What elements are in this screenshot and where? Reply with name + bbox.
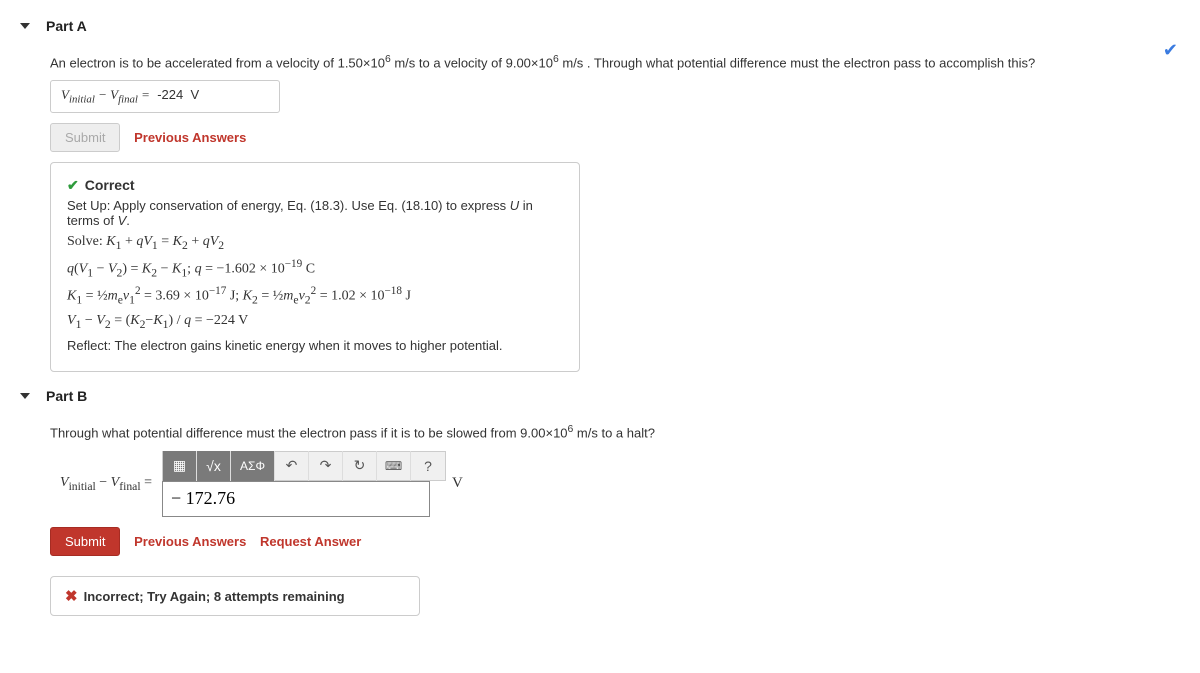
caret-down-icon — [20, 23, 30, 29]
incorrect-feedback: ✖ Incorrect; Try Again; 8 attempts remain… — [50, 576, 420, 616]
equation-toolbar: ▦ √x ΑΣΦ ↶ ↷ ↻ ⌨ ? — [162, 451, 446, 481]
answer-prefix: Vinitial − Vfinal = — [61, 87, 150, 102]
previous-answers-link-a[interactable]: Previous Answers — [134, 130, 246, 145]
undo-icon[interactable]: ↶ — [275, 451, 309, 481]
part-a-question: An electron is to be accelerated from a … — [50, 54, 1180, 70]
unit-b: V — [452, 475, 463, 492]
request-answer-link[interactable]: Request Answer — [260, 534, 361, 549]
part-a-answer-box: Vinitial − Vfinal = -224 V — [50, 80, 280, 113]
part-a-feedback: ✔ Correct Set Up: Apply conservation of e… — [50, 162, 580, 373]
caret-down-icon — [20, 393, 30, 399]
redo-icon[interactable]: ↷ — [309, 451, 343, 481]
part-b-title: Part B — [46, 388, 87, 404]
answer-prefix-b: Vinitial − Vfinal = — [50, 469, 162, 499]
feedback-eq2: K1 = ½mev12 = 3.69 × 10−17 J; K2 = ½mev2… — [67, 285, 563, 306]
submit-button-a: Submit — [50, 123, 120, 152]
incorrect-text: Incorrect; Try Again; 8 attempts remaini… — [84, 589, 345, 604]
cross-icon: ✖ — [65, 588, 78, 605]
sqrt-icon[interactable]: √x — [197, 451, 231, 481]
template-icon[interactable]: ▦ — [163, 451, 197, 481]
feedback-reflect: Reflect: The electron gains kinetic ener… — [67, 338, 563, 353]
reset-icon[interactable]: ↻ — [343, 451, 377, 481]
greek-icon[interactable]: ΑΣΦ — [231, 451, 275, 481]
part-a-title: Part A — [46, 18, 87, 34]
answer-value: -224 — [157, 87, 183, 102]
feedback-setup: Set Up: Apply conservation of energy, Eq… — [67, 198, 563, 228]
part-b-question: Through what potential difference must t… — [50, 424, 1180, 440]
part-correct-check-icon: ✔ — [1163, 40, 1178, 61]
submit-button-b[interactable]: Submit — [50, 527, 120, 556]
keyboard-icon[interactable]: ⌨ — [377, 451, 411, 481]
answer-unit: V — [190, 87, 199, 102]
feedback-solve: Solve: K1 + qV1 = K2 + qV2 — [67, 234, 563, 252]
feedback-eq3: V1 − V2 = (K2−K1) / q = −224 V — [67, 313, 563, 331]
previous-answers-link-b[interactable]: Previous Answers — [134, 534, 246, 549]
feedback-eq1: q(V1 − V2) = K2 − K1; q = −1.602 × 10−19… — [67, 258, 563, 279]
check-icon: ✔ — [67, 177, 79, 193]
answer-input-b[interactable] — [162, 481, 430, 517]
help-icon[interactable]: ? — [411, 451, 445, 481]
part-b-header[interactable]: Part B — [20, 382, 1180, 410]
correct-label: Correct — [85, 177, 135, 193]
part-a-header[interactable]: Part A — [20, 12, 1180, 40]
